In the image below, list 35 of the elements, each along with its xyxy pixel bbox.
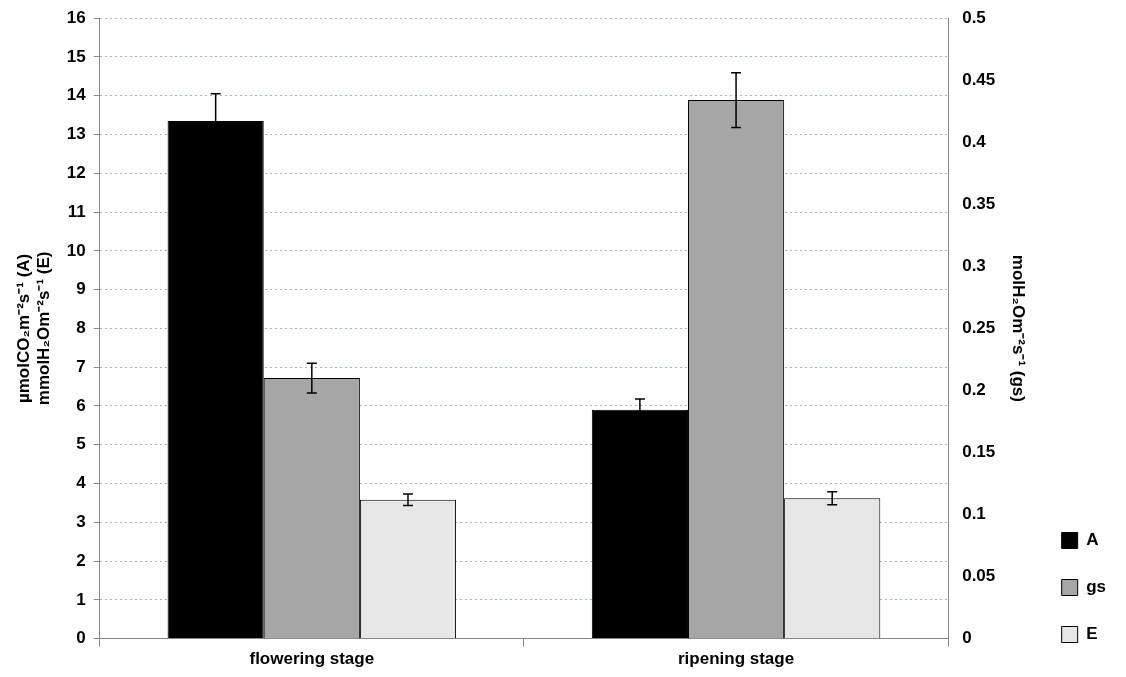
y2-tick-label: 0.5 xyxy=(962,7,986,27)
x-tick-label: flowering stage xyxy=(249,649,375,669)
y2-tick-label: 0.2 xyxy=(962,380,986,400)
y2-tick-label: 0.05 xyxy=(962,566,996,586)
y-tick-label: 14 xyxy=(66,85,87,105)
legend-label: gs xyxy=(1086,577,1106,597)
y2-tick-label: 0.15 xyxy=(962,442,996,462)
y2-tick-label: 0.25 xyxy=(962,318,996,338)
y2-tick-label: 0.1 xyxy=(962,504,986,524)
y-tick-label: 15 xyxy=(66,46,86,66)
y-tick-label: 10 xyxy=(66,240,86,260)
y2-tick-label: 0.35 xyxy=(962,194,996,214)
y-tick-label: 3 xyxy=(76,511,86,531)
y-tick-label: 9 xyxy=(76,279,86,299)
y-tick-label: 11 xyxy=(67,201,86,221)
y-tick-label: 4 xyxy=(76,473,87,493)
y-axis-title: µmolCO₂m⁻²s⁻¹ (A) mmolH₂Om⁻²s⁻¹ (E) xyxy=(13,251,54,406)
y-tick-label: 1 xyxy=(76,589,86,609)
y2-tick-label: 0.45 xyxy=(962,69,996,89)
y-tick-label: 8 xyxy=(76,318,86,338)
y2-tick-label: 0.3 xyxy=(962,256,986,276)
y2-tick-label: 0 xyxy=(962,628,972,648)
y-tick-label: 0 xyxy=(76,628,86,648)
y-tick-label: 13 xyxy=(66,124,86,144)
legend-label: E xyxy=(1086,624,1098,644)
y2-tick-label: 0.4 xyxy=(962,131,987,151)
x-tick-label: ripening stage xyxy=(677,649,795,669)
y-tick-label: 16 xyxy=(66,7,86,27)
y-tick-label: 2 xyxy=(76,550,86,570)
y-tick-label: 5 xyxy=(76,434,86,454)
legend-label: A xyxy=(1086,530,1099,550)
y2-axis-title: molH₂Om⁻²s⁻¹ (gs) xyxy=(1008,254,1028,402)
y-tick-label: 12 xyxy=(66,162,86,182)
y-tick-label: 7 xyxy=(76,356,86,376)
y-tick-label: 6 xyxy=(76,395,86,415)
